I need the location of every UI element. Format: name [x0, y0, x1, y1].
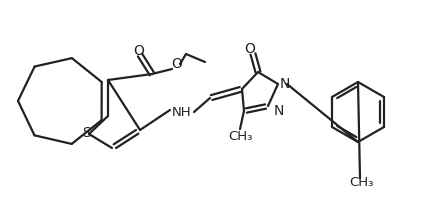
Text: O: O	[134, 44, 144, 58]
Text: N: N	[280, 77, 290, 91]
Text: CH₃: CH₃	[228, 130, 252, 143]
Text: CH₃: CH₃	[349, 176, 373, 188]
Text: O: O	[245, 42, 255, 56]
Text: O: O	[172, 57, 182, 71]
Text: S: S	[82, 126, 90, 140]
Text: N: N	[274, 104, 284, 118]
Text: NH: NH	[172, 105, 192, 119]
